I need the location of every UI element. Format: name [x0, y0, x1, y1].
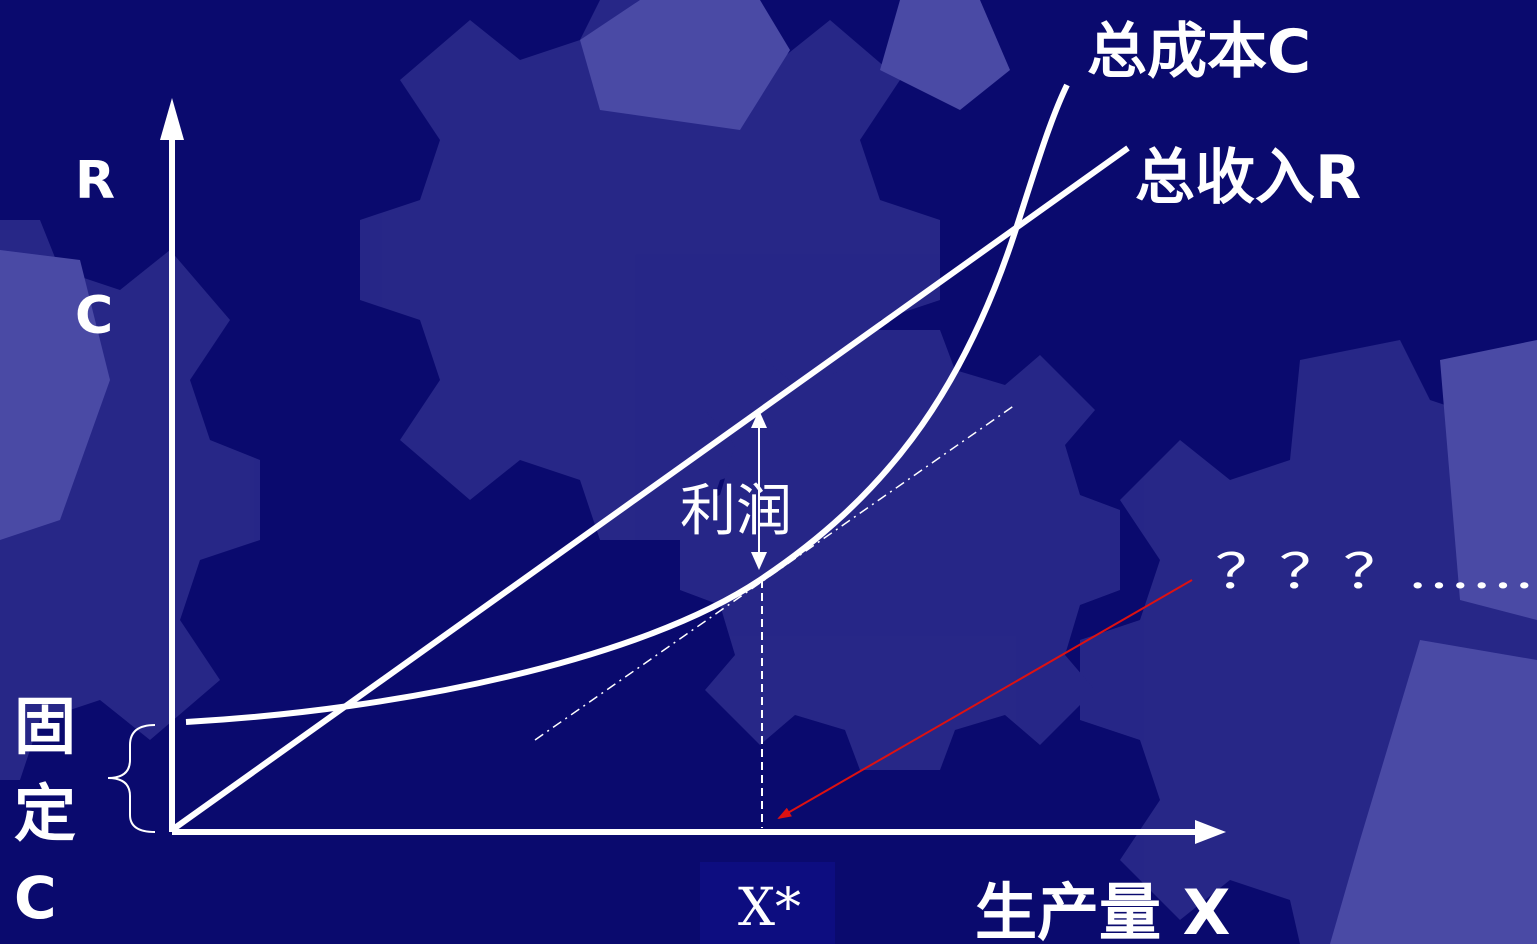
total-revenue-label: 总收入R — [1135, 143, 1361, 213]
y-axis-label-r: R — [75, 151, 115, 211]
red-pointer-arrow — [777, 579, 1193, 819]
profit-label: 利润 — [680, 479, 792, 544]
profit-arrow-down — [751, 552, 767, 570]
question-label: ？？？…… — [1215, 544, 1535, 600]
optimal-x-box — [700, 862, 835, 944]
y-axis-arrowhead — [160, 98, 184, 140]
y-axis-label-c: C — [75, 286, 113, 346]
fixed-cost-label-3: C — [14, 864, 57, 932]
gear-icon — [580, 0, 790, 130]
total-cost-label: 总成本C — [1087, 17, 1311, 87]
gear-icon — [680, 330, 1120, 770]
fixed-cost-label-1: 固 — [14, 690, 76, 763]
total-revenue-line — [170, 145, 1130, 833]
gear-icon — [1330, 640, 1537, 944]
optimal-x-label: X* — [738, 878, 801, 938]
total-cost-curve — [185, 83, 1070, 725]
fixed-cost-brace — [107, 724, 156, 833]
x-axis-label: 生产量 X — [975, 876, 1230, 944]
profit-arrow-up — [751, 410, 767, 428]
gear-icon — [880, 0, 1010, 110]
axes — [169, 130, 1200, 835]
gear-icon — [1440, 340, 1537, 620]
fixed-cost-label-2: 定 — [14, 777, 76, 850]
x-axis-arrowhead — [1195, 820, 1226, 844]
gear-icon — [0, 250, 110, 540]
